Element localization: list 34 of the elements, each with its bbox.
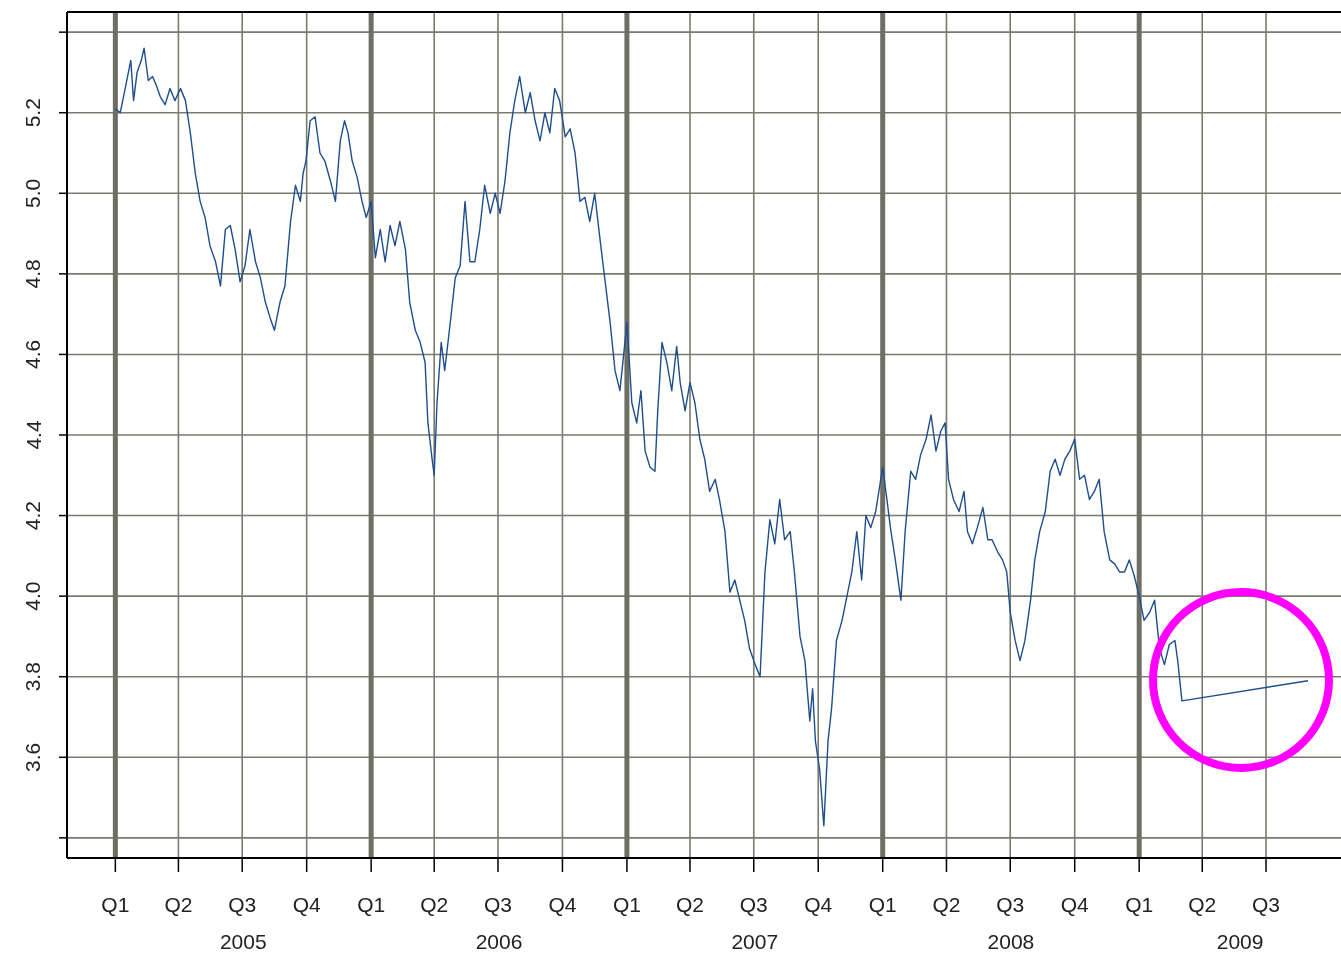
x-tick-label: Q4 [1060, 893, 1090, 916]
text: 2005 [219, 930, 267, 953]
x-tick-label: Q2 [164, 893, 193, 916]
y-tick-label: 4.2 [21, 500, 45, 531]
x-tick-label: Q3 [228, 893, 257, 916]
y-tick-label: 4.0 [21, 581, 45, 611]
text: 2009 [1216, 930, 1264, 953]
text: 2006 [475, 930, 523, 953]
x-tick-label: Q1 [868, 893, 897, 916]
x-tick-label: Q1 [101, 893, 130, 916]
y-tick-label: 3.8 [21, 662, 45, 692]
y-tick-label: 5.2 [21, 98, 45, 128]
x-tick-label: Q1 [357, 893, 386, 916]
x-tick-label: Q3 [1252, 893, 1281, 916]
y-tick-label: 4.6 [21, 339, 45, 370]
x-tick-label: Q4 [804, 893, 833, 916]
x-tick-label: Q2 [675, 893, 704, 916]
y-tick-label: 4.4 [21, 420, 45, 450]
x-tick-label: Q1 [1125, 893, 1154, 916]
y-tick-label: 3.6 [21, 742, 45, 772]
x-tick-label: Q4 [292, 893, 321, 916]
x-tick-label: Q1 [612, 893, 641, 916]
y-tick-label: 4.8 [21, 259, 45, 289]
x-tick-label: Q3 [483, 893, 512, 916]
x-tick-label: Q3 [996, 893, 1025, 916]
x-tick-label: Q4 [548, 893, 577, 916]
x-tick-label: Q2 [420, 893, 449, 916]
text: 2008 [987, 930, 1035, 953]
x-tick-label: Q2 [1188, 893, 1217, 916]
x-tick-label: Q2 [932, 893, 961, 916]
line-series [114, 47, 1309, 827]
y-tick-label: 5.0 [21, 178, 45, 208]
text: 2007 [731, 930, 779, 953]
x-tick-label: Q3 [739, 893, 768, 916]
